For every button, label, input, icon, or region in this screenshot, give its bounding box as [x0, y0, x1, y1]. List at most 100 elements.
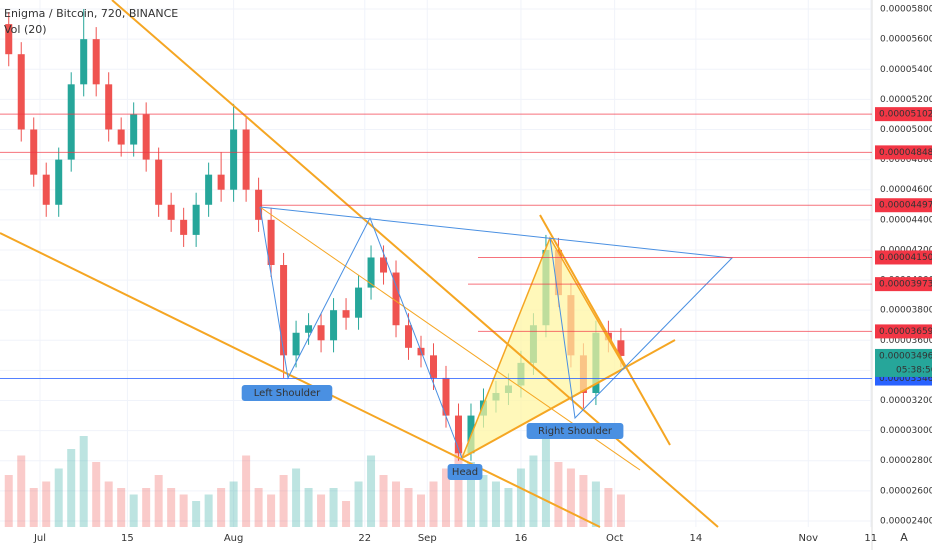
level-tag	[875, 145, 932, 160]
volume-bar	[554, 462, 563, 527]
level-tag	[875, 277, 932, 292]
annotation: Right Shoulder	[538, 426, 613, 437]
volume-bar	[566, 468, 575, 527]
volume-bar	[616, 494, 625, 527]
volume-bar	[329, 488, 338, 527]
pattern-line	[259, 206, 734, 420]
candle-body	[430, 355, 438, 378]
volume-bar	[79, 436, 88, 527]
candle-body	[180, 219, 188, 235]
volume-bar	[192, 501, 201, 527]
volume-bar	[479, 475, 488, 527]
auto-button[interactable]: A	[900, 531, 908, 544]
candle-body	[367, 257, 375, 288]
level-label: 0.00004848	[879, 148, 932, 158]
candle-body	[130, 114, 138, 145]
y-tick-label: 0.00002400	[880, 516, 932, 526]
candle-body	[230, 129, 238, 190]
candle-body	[317, 325, 325, 341]
volume-bar	[304, 488, 313, 527]
volume-bar	[504, 488, 513, 527]
volume-bar	[354, 481, 363, 527]
candle-body	[80, 39, 88, 85]
volume-bar	[142, 488, 151, 527]
level-tag	[875, 324, 932, 339]
volume-bar	[92, 462, 101, 527]
candle-body	[205, 174, 213, 205]
candle-body	[355, 287, 363, 318]
volume-bar	[392, 481, 401, 527]
y-tick-label: 0.00005000	[880, 125, 932, 135]
y-tick-label: 0.00002800	[880, 456, 932, 466]
y-tick-label: 0.00004400	[880, 215, 932, 225]
candle-body	[280, 265, 288, 356]
volume-bar	[179, 494, 188, 527]
trend-line	[0, 232, 601, 528]
volume-bar	[404, 488, 413, 527]
candle-body	[192, 204, 200, 235]
last-price-label: 0.00003496	[879, 351, 932, 361]
candle-body	[105, 84, 113, 130]
price-axis	[872, 0, 932, 550]
candle-body	[617, 340, 625, 356]
countdown: 05:38:56	[896, 365, 932, 375]
candle-body	[342, 310, 350, 318]
candle-body	[142, 114, 150, 160]
x-tick-label: 14	[689, 533, 702, 544]
volume-bar	[367, 455, 376, 527]
x-tick-label: Nov	[799, 533, 819, 544]
volume-bar	[591, 481, 600, 527]
volume-bar	[529, 455, 538, 527]
annotation-box	[241, 385, 333, 401]
level-tag	[875, 198, 932, 213]
candle-body	[167, 204, 175, 220]
level-label: 0.00004150	[879, 253, 932, 263]
volume-bar	[54, 468, 63, 527]
candle-body	[330, 310, 338, 341]
volume-bar	[17, 455, 26, 527]
chart-title: Enigma / Bitcoin, 720, BINANCE	[4, 7, 178, 20]
volume-bar	[117, 488, 126, 527]
candle-body	[305, 325, 313, 333]
annotation-box	[526, 423, 624, 439]
x-tick-label: 15	[121, 533, 134, 544]
candle-body	[92, 39, 100, 85]
x-tick-label: 11	[864, 533, 877, 544]
volume-bar	[229, 481, 238, 527]
level-label: 0.00003659	[879, 327, 932, 337]
y-tick-label: 0.00003600	[880, 336, 932, 346]
candle-body	[392, 272, 400, 326]
volume-bar	[254, 488, 263, 527]
volume-bar	[454, 442, 463, 527]
support-label: 0.00003346	[879, 374, 932, 384]
x-tick-label: Jul	[33, 533, 46, 544]
x-tick-label: 22	[358, 533, 371, 544]
volume-bar	[317, 494, 326, 527]
y-tick-label: 0.00005600	[880, 35, 932, 45]
volume-bar	[516, 468, 525, 527]
volume-bar	[267, 494, 276, 527]
y-tick-label: 0.00004600	[880, 185, 932, 195]
volume-bar	[417, 494, 426, 527]
level-tag	[875, 250, 932, 265]
volume-bar	[604, 488, 613, 527]
y-tick-label: 0.00005400	[880, 65, 932, 75]
candle-body	[5, 24, 13, 55]
volume-bar	[167, 488, 176, 527]
y-tick-label: 0.00002600	[880, 486, 932, 496]
volume-bar	[242, 455, 251, 527]
volume-bar	[4, 475, 13, 527]
candle-body	[67, 84, 75, 160]
last-price-tag	[875, 348, 932, 377]
volume-bar	[429, 481, 438, 527]
x-tick-label: 16	[515, 533, 528, 544]
candle-body	[17, 54, 25, 130]
candle-body	[292, 332, 300, 356]
level-label: 0.00005102	[879, 110, 932, 120]
y-tick-label: 0.00003200	[880, 396, 932, 406]
y-tick-label: 0.00005200	[880, 95, 932, 105]
annotation: Left Shoulder	[254, 388, 321, 399]
volume-bar	[129, 494, 138, 527]
trend-line	[111, 0, 719, 528]
